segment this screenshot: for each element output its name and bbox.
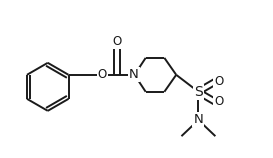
Text: N: N xyxy=(129,68,139,81)
Text: O: O xyxy=(214,75,223,88)
Text: O: O xyxy=(98,68,107,81)
Text: N: N xyxy=(194,113,203,126)
Text: O: O xyxy=(112,35,121,48)
Text: S: S xyxy=(194,85,203,99)
Text: O: O xyxy=(214,95,223,109)
